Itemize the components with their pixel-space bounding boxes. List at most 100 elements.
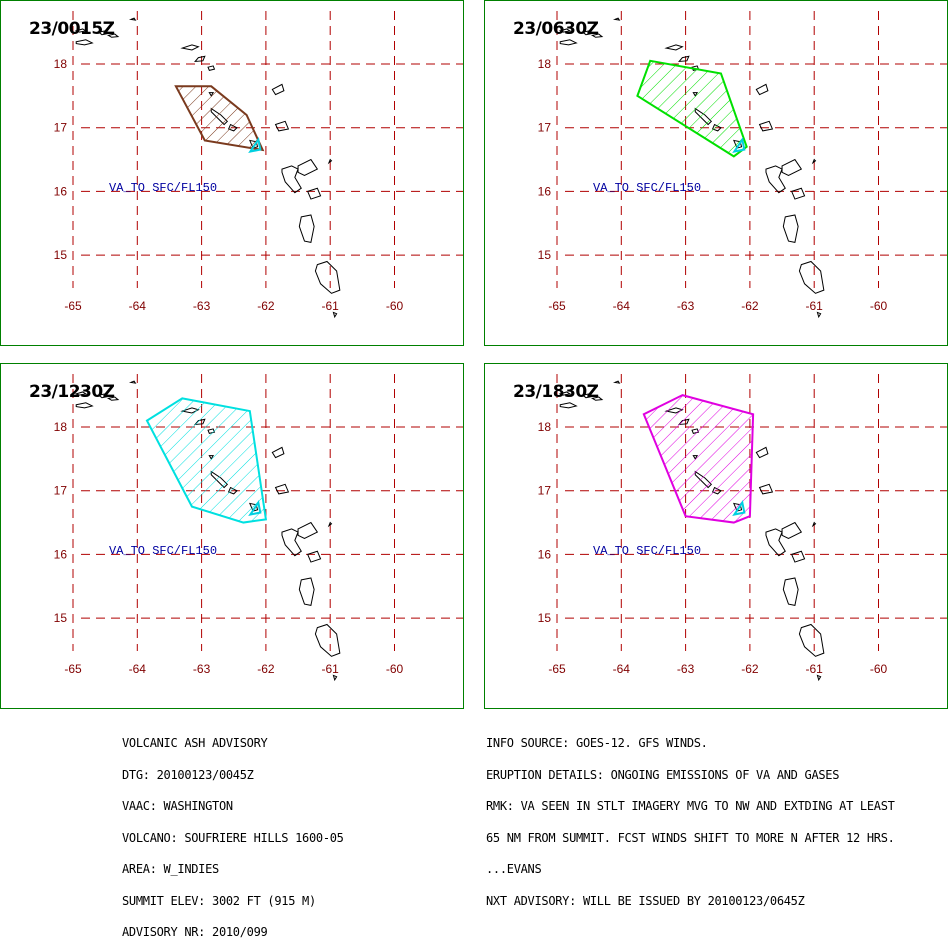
island-coastline xyxy=(194,55,206,63)
island-coastline xyxy=(207,65,216,71)
island-coastline xyxy=(765,528,786,557)
longitude-label: -62 xyxy=(741,299,759,313)
map-svg: -65 -64 -63 -62 -61 -60 18 17 16 15 VA_TO SFC/FL15… xyxy=(538,374,947,682)
longitude-label: -60 xyxy=(870,299,888,313)
island-coastline xyxy=(180,44,200,51)
island-coastline xyxy=(781,521,803,540)
island-coastline xyxy=(307,550,322,563)
volcano-marker xyxy=(732,136,746,153)
island-coastline xyxy=(581,30,594,36)
map-svg: -65 -64 -63 -62 -61 -60 18 17 16 15 VA_TO SFC/FL15… xyxy=(538,11,947,319)
longitude-label: -60 xyxy=(870,662,888,676)
longitude-label: -64 xyxy=(613,662,631,676)
island-coastline xyxy=(811,521,817,528)
island-coastline xyxy=(97,393,110,399)
footer-line: VOLCANO: SOUFRIERE HILLS 1600-05 xyxy=(122,830,344,845)
island-coastline xyxy=(298,214,315,243)
advisory-info-right: INFO SOURCE: GOES-12. GFS WINDS. ERUPTIO… xyxy=(486,717,895,917)
island-coastline xyxy=(765,165,786,194)
ash-cloud-polygon xyxy=(636,59,748,158)
longitude-label: -60 xyxy=(386,299,404,313)
longitude-label: -61 xyxy=(806,299,824,313)
latitude-label: 15 xyxy=(54,611,68,625)
va-level-label: VA_TO SFC/FL150 xyxy=(109,181,217,195)
footer-line: ADVISORY NR: 2010/099 xyxy=(122,925,268,939)
island-coastline xyxy=(782,214,799,243)
map-panel-3: -65 -64 -63 -62 -61 -60 18 17 16 15 VA_TO SFC/FL15… xyxy=(0,363,464,709)
va-level-label: VA_TO SFC/FL150 xyxy=(593,181,701,195)
island-coastline xyxy=(271,83,285,96)
footer-line: DTG: 20100123/0045Z xyxy=(122,767,254,782)
map-svg: -65 -64 -63 -62 -61 -60 18 17 16 15 VA_TO SFC/FL15… xyxy=(54,11,463,319)
island-coastline xyxy=(798,623,825,657)
island-coastline xyxy=(327,158,333,165)
longitude-label: -65 xyxy=(64,299,82,313)
longitude-label: -64 xyxy=(129,299,147,313)
island-coastline xyxy=(307,187,322,200)
island-coastline xyxy=(612,17,621,21)
island-coastline xyxy=(106,396,120,401)
longitude-label: -64 xyxy=(129,662,147,676)
island-coastline xyxy=(816,674,822,682)
footer-line: RMK: VA SEEN IN STLT IMAGERY MVG TO NW A… xyxy=(486,799,895,813)
va-level-label: VA_TO SFC/FL150 xyxy=(593,544,701,558)
island-coastline xyxy=(581,393,594,399)
va-level-label: VA_TO SFC/FL150 xyxy=(109,544,217,558)
island-coastline xyxy=(274,483,290,495)
volcano-marker xyxy=(248,136,262,153)
map-panel-2: -65 -64 -63 -62 -61 -60 18 17 16 15 VA_TO SFC/FL15… xyxy=(484,0,948,346)
island-coastline xyxy=(798,260,825,294)
island-coastline xyxy=(782,577,799,606)
ash-cloud-polygon xyxy=(174,85,265,152)
latitude-label: 17 xyxy=(538,484,552,498)
island-coastline xyxy=(558,391,572,396)
island-coastline xyxy=(314,260,341,294)
map-panel-1: -65 -64 -63 -62 -61 -60 18 17 16 15 VA_TO SFC/FL15… xyxy=(0,0,464,346)
panel-time: 23/0630Z xyxy=(513,19,599,39)
panel-time: 23/0015Z xyxy=(29,19,115,39)
island-coastline xyxy=(758,483,774,495)
latitude-label: 18 xyxy=(538,420,552,434)
longitude-label: -63 xyxy=(677,662,695,676)
advisory-info-left: VOLCANIC ASH ADVISORY DTG: 20100123/0045… xyxy=(122,717,344,948)
footer-line: NXT ADVISORY: WILL BE ISSUED BY 20100123… xyxy=(486,893,805,908)
panel-time: 23/1830Z xyxy=(513,382,599,402)
island-coastline xyxy=(281,165,302,194)
island-coastline xyxy=(559,402,578,409)
footer-line: INFO SOURCE: GOES-12. GFS WINDS. xyxy=(486,736,708,750)
latitude-label: 16 xyxy=(54,547,68,561)
latitude-label: 17 xyxy=(54,121,68,135)
longitude-label: -61 xyxy=(322,299,340,313)
island-coastline xyxy=(755,83,769,96)
island-coastline xyxy=(791,187,806,200)
latitude-label: 18 xyxy=(54,57,68,71)
island-coastline xyxy=(281,528,302,557)
island-coastline xyxy=(97,30,110,36)
longitude-label: -63 xyxy=(193,662,211,676)
longitude-label: -62 xyxy=(257,662,275,676)
latitude-label: 18 xyxy=(538,57,552,71)
island-coastline xyxy=(128,380,137,384)
latitude-label: 16 xyxy=(538,547,552,561)
island-coastline xyxy=(332,674,338,682)
latitude-label: 17 xyxy=(54,484,68,498)
longitude-label: -60 xyxy=(386,662,404,676)
island-coastline xyxy=(678,55,690,63)
ash-cloud-polygon xyxy=(642,394,755,524)
island-coastline xyxy=(74,28,88,33)
latitude-label: 15 xyxy=(538,248,552,262)
island-coastline xyxy=(816,311,822,319)
island-coastline xyxy=(271,446,285,459)
island-coastline xyxy=(297,521,319,540)
longitude-label: -63 xyxy=(677,299,695,313)
island-coastline xyxy=(781,158,803,177)
island-coastline xyxy=(327,521,333,528)
longitude-label: -65 xyxy=(548,662,566,676)
longitude-label: -63 xyxy=(193,299,211,313)
ash-cloud-polygon xyxy=(145,397,268,524)
latitude-label: 18 xyxy=(54,420,68,434)
longitude-label: -62 xyxy=(257,299,275,313)
volcano-marker xyxy=(732,499,746,516)
footer-line: AREA: W_INDIES xyxy=(122,862,219,876)
volcano-marker xyxy=(248,499,262,516)
